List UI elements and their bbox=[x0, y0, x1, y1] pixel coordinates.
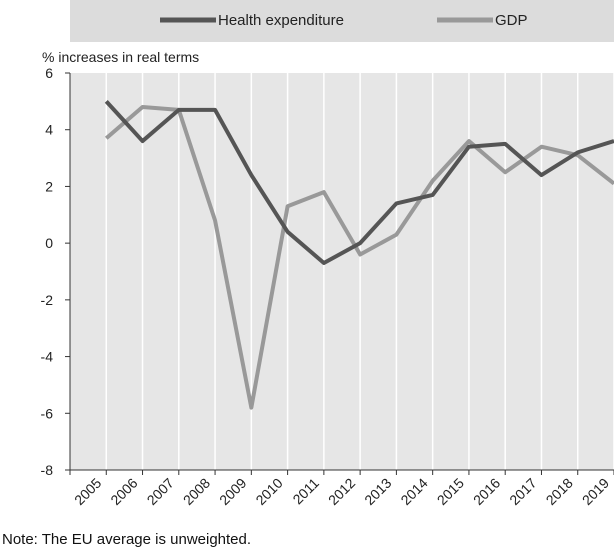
x-tick-label: 2011 bbox=[289, 475, 322, 508]
x-tick-label: 2005 bbox=[71, 475, 104, 508]
y-tick-label: 0 bbox=[45, 235, 53, 251]
x-tick-label: 2008 bbox=[180, 475, 213, 508]
y-tick-label: 2 bbox=[45, 178, 53, 194]
x-tick-label: 2006 bbox=[107, 475, 140, 508]
x-tick-label: 2007 bbox=[144, 475, 177, 508]
legend-label-gdp: GDP bbox=[495, 12, 528, 29]
footnote: Note: The EU average is unweighted. bbox=[2, 531, 252, 548]
legend: Health expenditure GDP bbox=[160, 12, 528, 29]
series-line-gdp bbox=[104, 105, 614, 410]
x-tick-label: 2014 bbox=[397, 475, 430, 508]
x-tick-label: 2013 bbox=[361, 475, 394, 508]
y-tick-label: 4 bbox=[45, 122, 53, 138]
x-tick-label: 2009 bbox=[216, 475, 249, 508]
x-tick-label: 2019 bbox=[579, 475, 612, 508]
x-tick-label: 2018 bbox=[543, 475, 576, 508]
series-lines bbox=[104, 100, 614, 410]
series-line-health-expenditure bbox=[104, 100, 614, 265]
x-tick-label: 2016 bbox=[470, 475, 503, 508]
legend-label-health-expenditure: Health expenditure bbox=[218, 12, 344, 29]
y-tick-label: -6 bbox=[41, 405, 54, 421]
x-tick-label: 2017 bbox=[506, 475, 539, 508]
x-tick-label: 2010 bbox=[252, 475, 285, 508]
plot-area bbox=[70, 73, 614, 470]
x-tick-label: 2012 bbox=[325, 475, 358, 508]
y-tick-label: -2 bbox=[41, 292, 54, 308]
y-tick-label: -4 bbox=[41, 349, 54, 365]
y-tick-label: 6 bbox=[45, 65, 53, 81]
y-tick-label: -8 bbox=[41, 462, 54, 478]
y-axis-label: % increases in real terms bbox=[42, 49, 199, 65]
x-tick-label: 2015 bbox=[434, 475, 467, 508]
line-chart: Health expenditure GDP % increases in rea… bbox=[41, 0, 614, 508]
